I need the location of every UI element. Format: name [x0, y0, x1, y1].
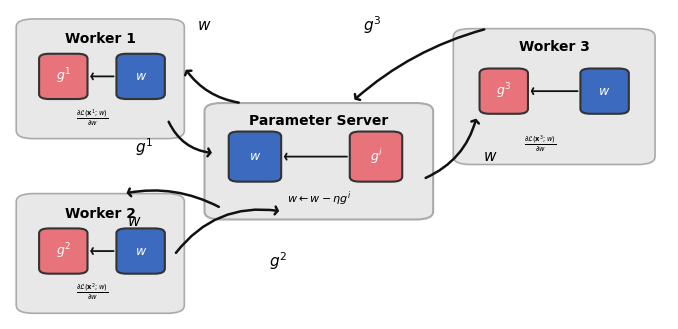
- Text: $\frac{\partial\mathcal{L}(\mathbf{x}^3;w)}{\partial w}$: $\frac{\partial\mathcal{L}(\mathbf{x}^3;…: [524, 133, 557, 154]
- Text: Worker 1: Worker 1: [65, 32, 136, 46]
- Text: $g^1$: $g^1$: [135, 136, 153, 158]
- Text: $g^i$: $g^i$: [370, 147, 382, 166]
- FancyBboxPatch shape: [39, 228, 87, 274]
- Text: $\frac{\partial\mathcal{L}(\mathbf{x}^2;w)}{\partial w}$: $\frac{\partial\mathcal{L}(\mathbf{x}^2;…: [76, 282, 108, 302]
- Text: $w$: $w$: [134, 244, 146, 258]
- Text: $w$: $w$: [249, 150, 261, 163]
- Text: $g^1$: $g^1$: [56, 66, 71, 86]
- Text: Worker 3: Worker 3: [519, 40, 590, 54]
- Text: Parameter Server: Parameter Server: [250, 114, 388, 128]
- Text: $g^3$: $g^3$: [363, 14, 382, 36]
- Text: $w \leftarrow w - \eta g^i$: $w \leftarrow w - \eta g^i$: [287, 189, 351, 208]
- Text: $w$: $w$: [127, 214, 141, 229]
- FancyBboxPatch shape: [479, 68, 528, 114]
- Text: $w$: $w$: [483, 149, 498, 164]
- Text: $g^2$: $g^2$: [269, 251, 287, 272]
- FancyBboxPatch shape: [454, 29, 655, 164]
- FancyBboxPatch shape: [117, 54, 165, 99]
- FancyBboxPatch shape: [16, 19, 184, 139]
- FancyBboxPatch shape: [228, 132, 281, 182]
- Text: Worker 2: Worker 2: [65, 207, 136, 220]
- Text: $w$: $w$: [134, 70, 146, 83]
- Text: $w$: $w$: [197, 18, 212, 33]
- Text: $g^3$: $g^3$: [496, 81, 511, 101]
- Text: $w$: $w$: [599, 85, 611, 98]
- FancyBboxPatch shape: [350, 132, 402, 182]
- Text: $g^2$: $g^2$: [56, 241, 71, 261]
- FancyBboxPatch shape: [39, 54, 87, 99]
- FancyBboxPatch shape: [16, 193, 184, 313]
- FancyBboxPatch shape: [205, 103, 433, 219]
- FancyBboxPatch shape: [117, 228, 165, 274]
- FancyBboxPatch shape: [580, 68, 629, 114]
- Text: $\frac{\partial\mathcal{L}(\mathbf{x}^1;w)}{\partial w}$: $\frac{\partial\mathcal{L}(\mathbf{x}^1;…: [76, 108, 108, 128]
